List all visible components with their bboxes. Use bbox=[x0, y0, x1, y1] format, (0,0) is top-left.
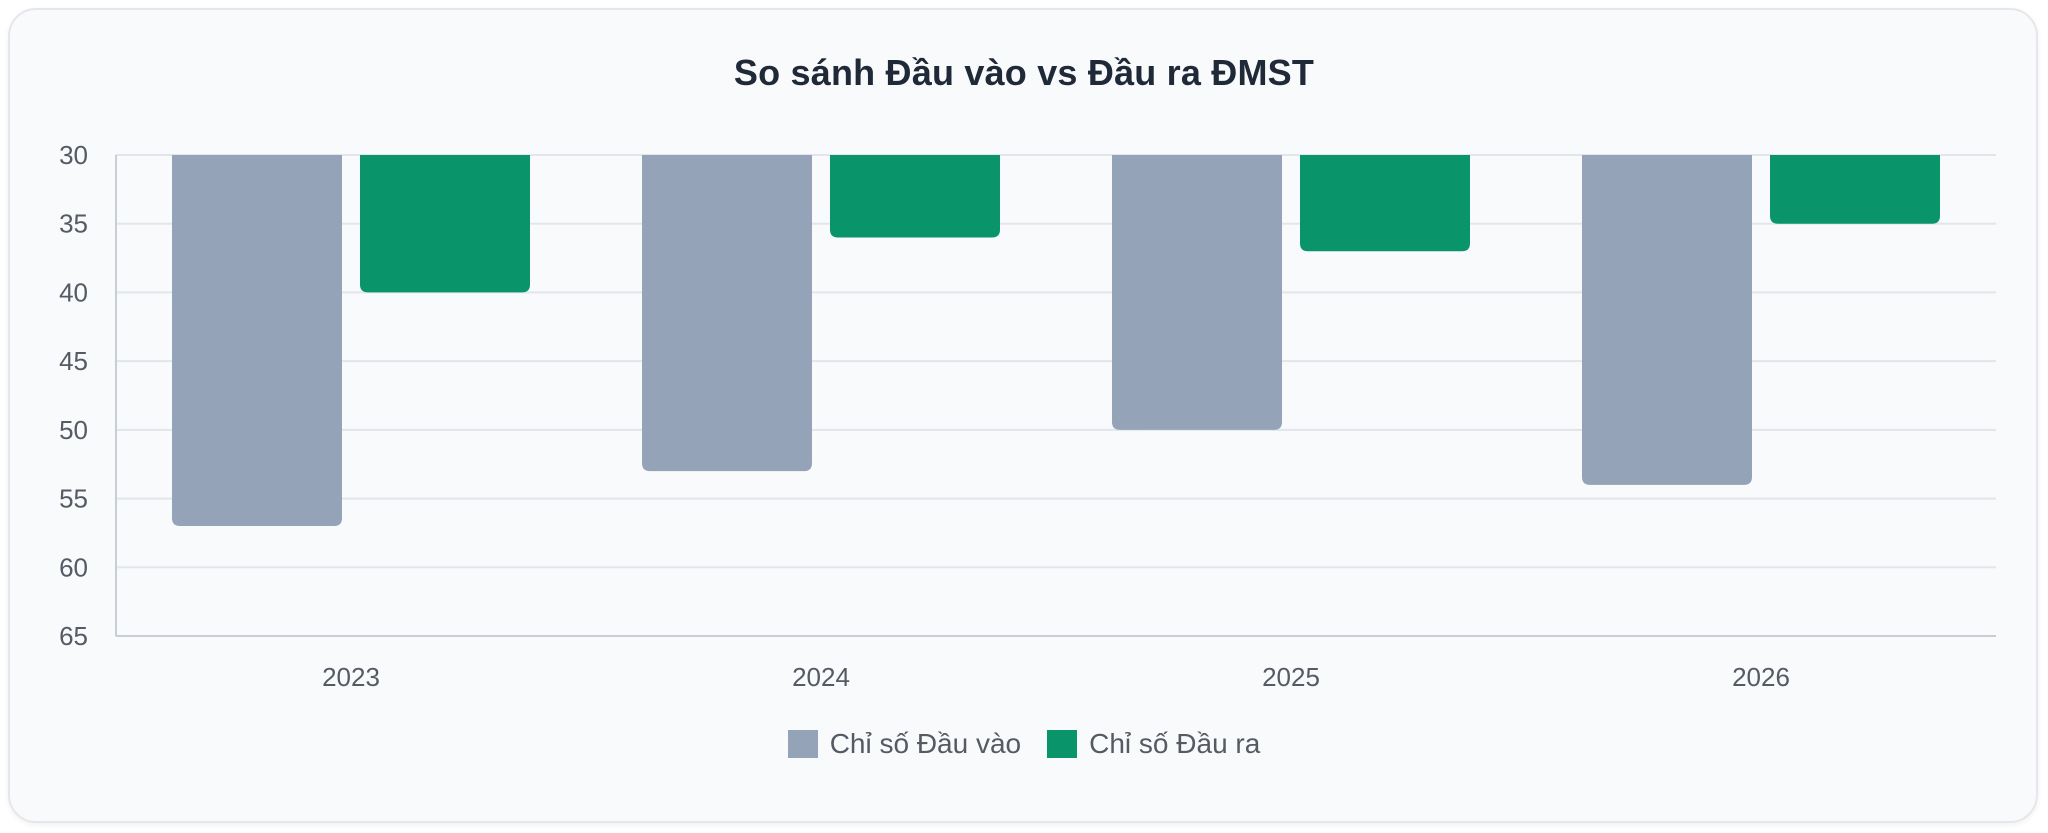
bar-input bbox=[1112, 155, 1282, 430]
bar-output bbox=[830, 155, 1000, 238]
bar-output bbox=[1770, 155, 1940, 224]
y-tick-label: 55 bbox=[59, 484, 88, 514]
legend-swatch-input bbox=[787, 730, 818, 758]
legend-swatch-output bbox=[1047, 730, 1078, 758]
legend-label-input: Chỉ số Đầu vào bbox=[829, 728, 1022, 759]
bar-input bbox=[172, 155, 342, 527]
y-tick-label: 35 bbox=[59, 209, 88, 239]
y-tick-label: 50 bbox=[59, 415, 88, 445]
y-tick-label: 30 bbox=[59, 140, 88, 170]
x-tick-label: 2024 bbox=[792, 662, 850, 692]
bar-output bbox=[1300, 155, 1470, 252]
y-tick-label: 60 bbox=[59, 552, 88, 582]
legend-label-output: Chỉ số Đầu ra bbox=[1089, 728, 1261, 759]
chart-legend: Chỉ số Đầu vào Chỉ số Đầu ra bbox=[0, 728, 2048, 760]
y-tick-label: 40 bbox=[59, 277, 88, 307]
legend-item-output[interactable]: Chỉ số Đầu ra bbox=[1047, 728, 1260, 760]
x-tick-label: 2025 bbox=[1262, 662, 1320, 692]
y-tick-label: 45 bbox=[59, 346, 88, 376]
bar-input bbox=[1582, 155, 1752, 485]
x-tick-label: 2023 bbox=[322, 662, 380, 692]
y-tick-label: 65 bbox=[59, 621, 88, 651]
bar-input bbox=[642, 155, 812, 472]
chart-title: So sánh Đầu vào vs Đầu ra ĐMST bbox=[733, 52, 1315, 93]
legend-item-input[interactable]: Chỉ số Đầu vào bbox=[787, 728, 1022, 760]
bar-output bbox=[360, 155, 530, 293]
x-tick-label: 2026 bbox=[1732, 662, 1790, 692]
